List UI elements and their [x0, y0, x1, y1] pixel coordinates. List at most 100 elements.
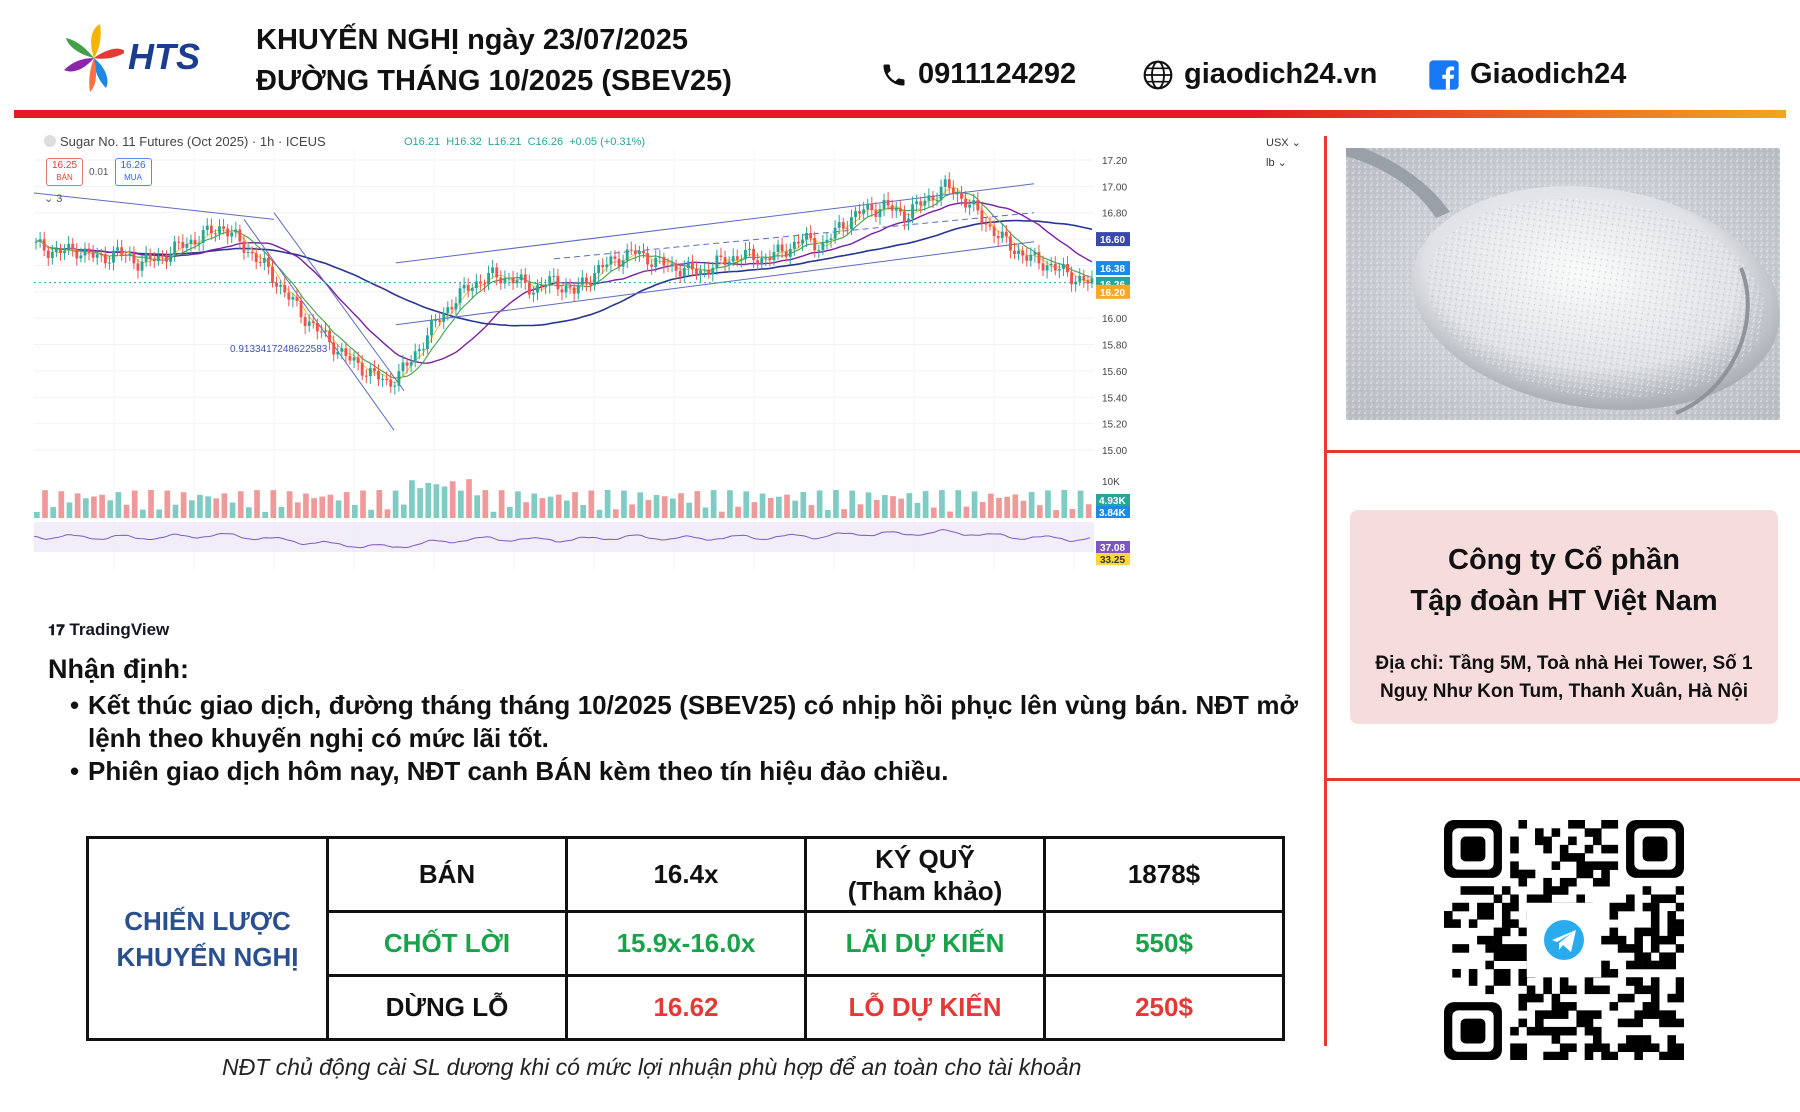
- volume-bar: [164, 490, 171, 518]
- price-chart[interactable]: 10K 4.93K 3.84K 37.08 33.25 17.20 17.00 16.80…: [34, 130, 1314, 650]
- candle-body: [487, 273, 491, 285]
- candle-body: [287, 292, 291, 300]
- qr-module: [1667, 935, 1677, 945]
- qr-module: [1634, 960, 1643, 970]
- unit-selector[interactable]: lb ⌄: [1266, 157, 1287, 169]
- volume-bar: [262, 511, 269, 518]
- candle-body: [299, 300, 303, 318]
- volume-bar: [686, 502, 693, 518]
- candle-body: [425, 335, 429, 350]
- qr-module: [1675, 1043, 1685, 1053]
- qr-module: [1535, 828, 1544, 837]
- volume-bar: [343, 492, 350, 518]
- candle-body: [682, 268, 686, 277]
- qr-module: [1518, 952, 1528, 961]
- qr-module: [1584, 861, 1594, 870]
- qr-module: [1626, 1018, 1635, 1028]
- candle-body: [307, 321, 311, 326]
- volume-bar: [612, 509, 619, 518]
- qr-module: [1444, 911, 1453, 920]
- candle-body: [752, 248, 756, 261]
- candle-body: [397, 371, 401, 386]
- volume-bar: [311, 498, 317, 518]
- expected-profit-label: LÃI DỰ KIẾN: [804, 910, 1046, 977]
- qr-module: [1642, 1035, 1652, 1044]
- indicators-toggle[interactable]: ⌄ 3: [44, 193, 63, 205]
- header: HTS KHUYẾN NGHỊ ngày 23/07/2025 ĐƯỜNG TH…: [0, 0, 1800, 118]
- candle-body: [780, 244, 784, 252]
- candle-body: [972, 200, 976, 205]
- buy-button[interactable]: 16.26 MUA: [114, 158, 152, 186]
- qr-module: [1650, 977, 1660, 986]
- qr-code[interactable]: [1444, 820, 1685, 1061]
- candle-body: [841, 222, 845, 229]
- company-card: Công ty Cổ phần Tập đoàn HT Việt Nam Địa…: [1350, 510, 1778, 724]
- candle-body: [968, 204, 972, 208]
- y-tick-label: 15.60: [1102, 367, 1127, 378]
- qr-module: [1592, 1010, 1602, 1019]
- qr-module: [1659, 1010, 1668, 1019]
- qr-module: [1576, 861, 1585, 870]
- candle-body: [764, 257, 768, 259]
- candle-body: [809, 232, 813, 239]
- qr-module: [1559, 886, 1569, 895]
- volume-bar: [531, 493, 538, 518]
- qr-module: [1518, 927, 1528, 937]
- candle-body: [169, 254, 173, 262]
- website-contact[interactable]: giaodich24.vn: [1142, 58, 1377, 91]
- qr-module: [1675, 1018, 1685, 1028]
- volume-bar: [188, 500, 195, 518]
- volume-bar: [66, 502, 73, 518]
- candle-body: [442, 313, 446, 322]
- qr-module: [1568, 1043, 1577, 1053]
- volume-bar: [873, 499, 880, 518]
- candle-body: [1033, 252, 1037, 255]
- sell-button[interactable]: 16.25 BÁN: [46, 158, 84, 186]
- volume-bar: [417, 488, 423, 518]
- qr-module: [1626, 993, 1635, 1003]
- volume-bar: [898, 498, 905, 518]
- candle-body: [295, 297, 299, 301]
- phone-contact[interactable]: 0911124292: [880, 58, 1076, 91]
- candle-body: [83, 248, 87, 256]
- qr-module: [1675, 944, 1685, 953]
- candle-body: [271, 266, 274, 283]
- qr-module: [1518, 1018, 1528, 1028]
- candle-body: [491, 267, 495, 274]
- candle-body: [413, 351, 417, 363]
- qr-module: [1634, 977, 1643, 986]
- qr-module: [1551, 1002, 1561, 1011]
- strategy-label: CHIẾN LƯỢC KHUYẾN NGHỊ: [86, 836, 329, 1041]
- candle-body: [291, 297, 295, 300]
- volume-bar: [637, 492, 644, 518]
- qr-module: [1543, 836, 1552, 846]
- qr-module: [1485, 902, 1494, 912]
- volume-bar: [286, 491, 293, 518]
- candle-body: [356, 357, 360, 363]
- candle-body: [788, 248, 792, 257]
- qr-module: [1592, 1043, 1602, 1053]
- volume-bar: [1045, 490, 1051, 518]
- trend-line: [34, 192, 275, 220]
- currency-selector[interactable]: USX ⌄: [1266, 137, 1301, 149]
- candle-body: [739, 259, 743, 261]
- qr-module: [1444, 919, 1453, 928]
- volume-bar: [955, 490, 962, 518]
- ma-long-line: [35, 219, 1093, 327]
- qr-module: [1659, 1018, 1668, 1028]
- facebook-contact[interactable]: Giaodich24: [1428, 58, 1626, 91]
- report-title: KHUYẾN NGHỊ ngày 23/07/2025: [256, 24, 688, 56]
- candle-body: [686, 261, 690, 269]
- volume-bar: [34, 512, 40, 518]
- candle-body: [234, 229, 238, 233]
- candle-body: [1021, 250, 1025, 256]
- hts-logo: HTS: [60, 22, 210, 94]
- candle-body: [165, 256, 168, 262]
- qr-module: [1634, 1035, 1643, 1044]
- volume-bar: [498, 490, 505, 518]
- volume-bar: [156, 509, 163, 518]
- qr-module: [1559, 1002, 1569, 1011]
- candle-body: [1008, 236, 1012, 251]
- candle-body: [776, 244, 780, 253]
